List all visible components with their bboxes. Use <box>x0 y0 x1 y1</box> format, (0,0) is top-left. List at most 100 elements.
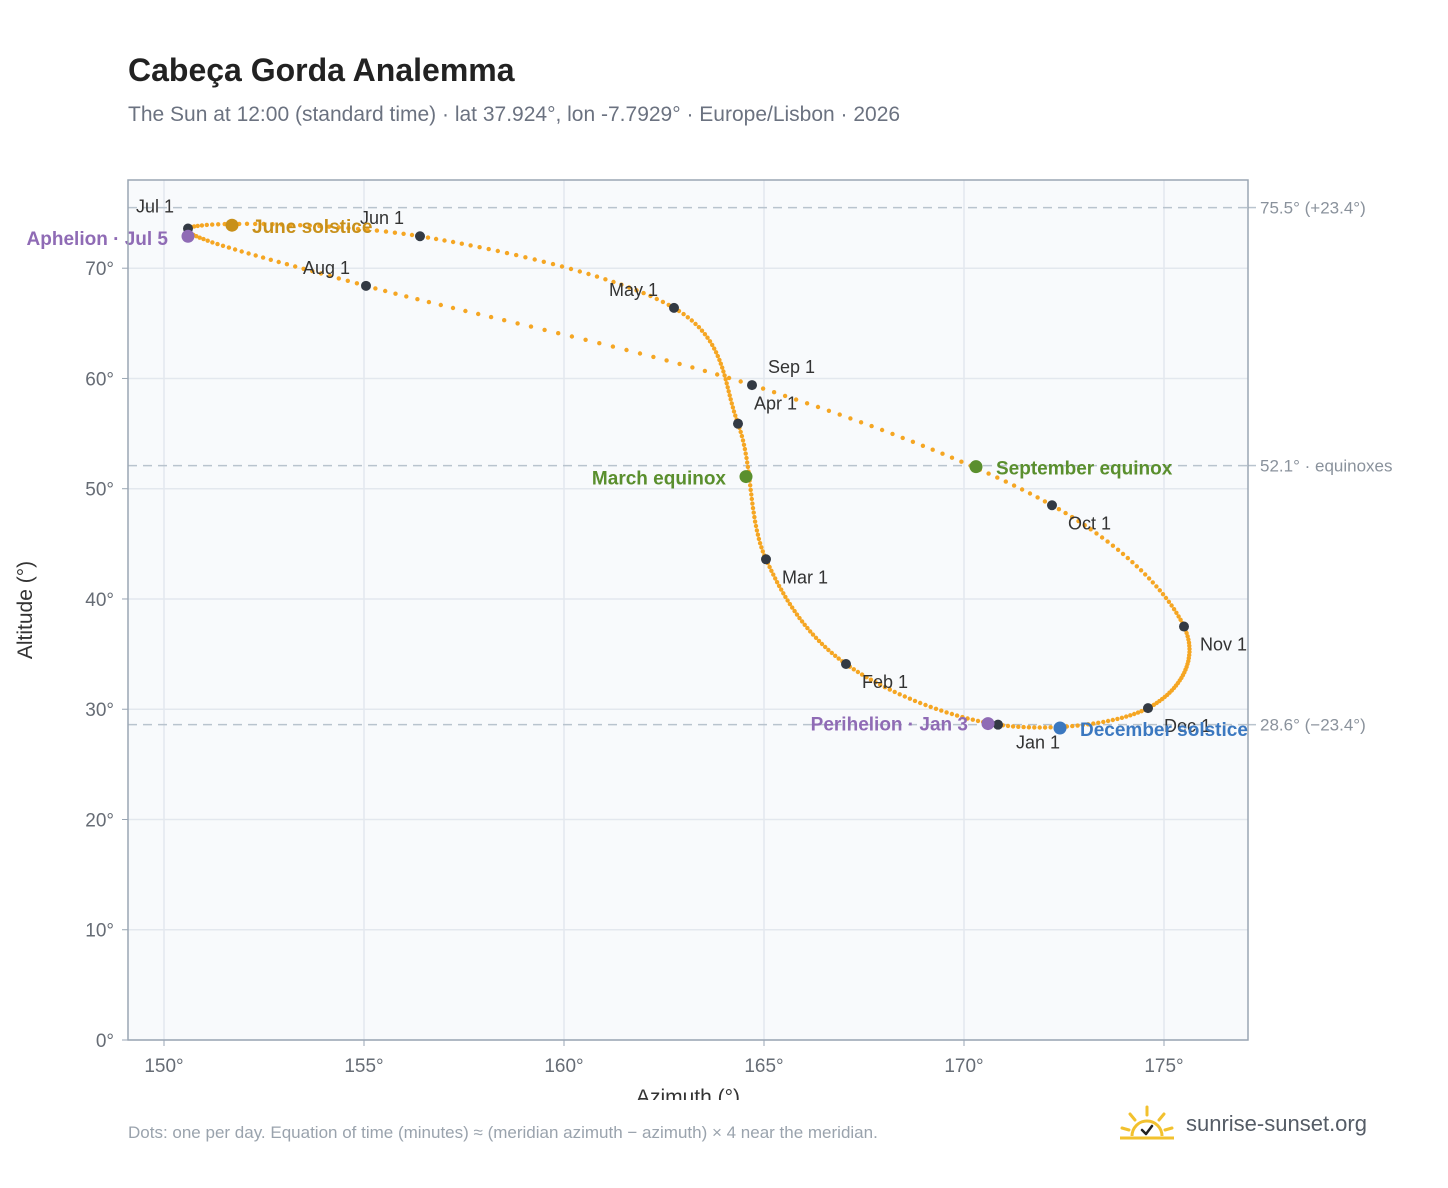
day-dot <box>232 247 238 252</box>
day-dot <box>611 279 616 285</box>
day-dot <box>949 711 955 717</box>
day-dot <box>373 286 378 291</box>
day-dot <box>541 259 546 264</box>
event-label: September equinox <box>996 459 1173 480</box>
day-dot <box>288 222 293 227</box>
day-dot <box>873 680 878 685</box>
day-dot <box>681 311 686 317</box>
month-marker <box>669 302 679 313</box>
day-dot <box>859 672 865 677</box>
day-dot <box>502 318 507 323</box>
day-dot <box>702 368 708 374</box>
day-dot <box>327 273 333 279</box>
day-dot <box>750 505 756 511</box>
event-marker <box>225 218 239 232</box>
month-label: May 1 <box>609 280 658 300</box>
day-dot <box>577 269 582 274</box>
x-tick-label: 170° <box>944 1056 983 1077</box>
day-dot <box>260 255 266 260</box>
day-dot <box>660 299 666 305</box>
day-dot <box>559 264 565 269</box>
day-dot <box>383 288 388 294</box>
day-dot <box>1187 646 1192 652</box>
day-dot <box>401 231 406 236</box>
day-dot <box>720 365 725 370</box>
day-dot <box>864 675 869 680</box>
day-dot <box>409 232 415 238</box>
day-dot <box>933 706 939 711</box>
day-dot <box>216 222 221 227</box>
day-dot <box>1037 725 1042 730</box>
day-dot <box>1171 607 1177 612</box>
day-dot <box>826 647 831 653</box>
x-tick-label: 165° <box>744 1056 783 1077</box>
month-marker <box>1143 703 1153 714</box>
plot-frame <box>127 179 1249 1041</box>
month-label: Mar 1 <box>782 567 828 587</box>
day-dot <box>488 314 494 320</box>
y-tick-label: 70° <box>85 259 114 280</box>
day-dot <box>741 442 747 447</box>
day-dot <box>415 297 420 302</box>
day-dot <box>897 692 902 697</box>
event-marker <box>981 717 995 731</box>
event-label: December solstice <box>1080 720 1248 741</box>
day-dot <box>739 433 745 439</box>
day-dot <box>634 288 639 293</box>
day-dot <box>1042 725 1048 730</box>
day-dot <box>717 357 722 363</box>
day-dot <box>392 230 398 235</box>
day-dot <box>1138 568 1144 573</box>
day-dot <box>787 601 793 607</box>
day-dot <box>910 439 916 444</box>
day-dot <box>1076 518 1081 524</box>
event-label: March equinox <box>592 469 727 490</box>
day-dot <box>514 252 519 258</box>
day-dot <box>276 259 281 265</box>
footnote: Dots: one per day. Equation of time (min… <box>128 1123 878 1142</box>
day-dot <box>912 698 918 704</box>
x-tick-label: 175° <box>1144 1056 1183 1077</box>
day-dot <box>738 429 743 435</box>
day-dot <box>745 464 751 470</box>
day-dot <box>965 716 970 721</box>
day-dot <box>970 717 975 722</box>
day-dot <box>1166 599 1172 604</box>
day-dot <box>930 447 935 452</box>
day-dot <box>1124 714 1129 719</box>
day-dot <box>293 264 298 269</box>
day-dot <box>782 393 788 399</box>
day-dot <box>744 455 749 461</box>
day-dot <box>740 438 746 443</box>
day-dot <box>433 236 439 242</box>
month-marker <box>1179 621 1189 632</box>
day-dot <box>722 373 727 378</box>
day-dot <box>748 483 753 488</box>
day-dot <box>920 443 926 448</box>
day-dot <box>882 685 888 690</box>
day-dot <box>1115 547 1121 552</box>
day-dot <box>816 638 822 644</box>
brand-logo[interactable]: sunrise-sunset.org <box>1120 1102 1367 1146</box>
day-dot <box>1115 716 1120 722</box>
day-dot <box>752 514 757 520</box>
day-dot <box>626 285 632 290</box>
day-dot <box>785 598 790 603</box>
day-dot <box>724 381 729 386</box>
day-dot <box>1042 499 1048 504</box>
day-dot <box>878 682 883 687</box>
day-dot <box>1135 710 1141 715</box>
event-marker <box>969 460 983 474</box>
day-dot <box>261 221 266 227</box>
day-dot <box>195 223 200 229</box>
day-dot <box>307 223 312 228</box>
day-dot <box>848 416 853 421</box>
day-dot <box>463 308 468 314</box>
month-marker <box>733 418 743 429</box>
day-dot <box>495 248 500 254</box>
day-dot <box>1010 724 1016 729</box>
day-dot <box>773 576 778 581</box>
day-dot <box>723 377 728 382</box>
x-axis-label: Azimuth (°) <box>636 1086 740 1100</box>
day-dot <box>693 321 698 327</box>
